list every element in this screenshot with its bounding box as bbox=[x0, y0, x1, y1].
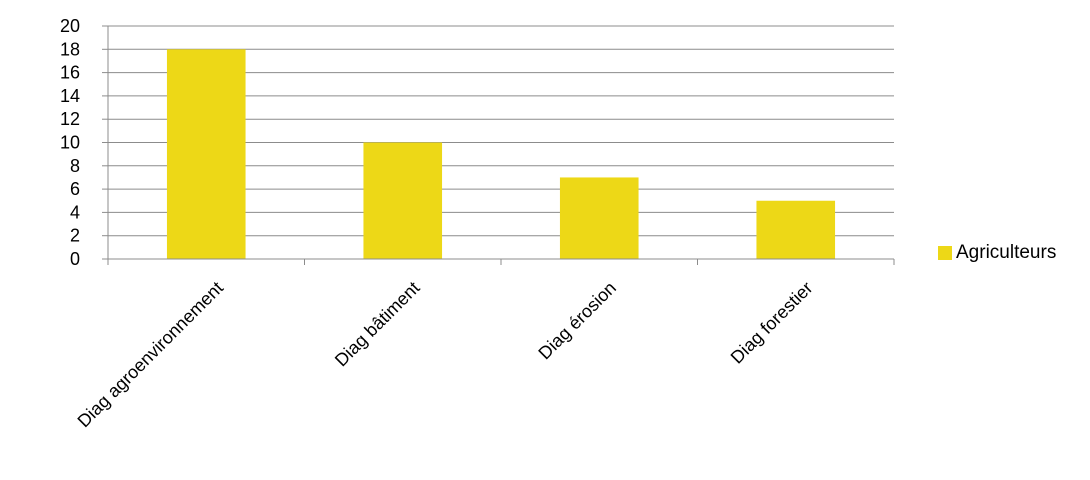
bar-3 bbox=[559, 177, 639, 259]
legend-label: Agriculteurs bbox=[956, 242, 1057, 263]
legend-swatch bbox=[938, 246, 952, 260]
y-tick-label: 2 bbox=[70, 226, 80, 246]
x-tick-label: Diag forestier bbox=[727, 278, 817, 368]
bar-2 bbox=[363, 142, 443, 259]
y-tick-label: 8 bbox=[70, 156, 80, 176]
x-tick-label: Diag agroenvironnement bbox=[74, 278, 228, 432]
y-tick-label: 18 bbox=[60, 39, 80, 59]
y-tick-label: 4 bbox=[70, 202, 80, 222]
bar-4 bbox=[756, 200, 836, 259]
y-tick-label: 12 bbox=[60, 109, 80, 129]
y-tick-label: 6 bbox=[70, 179, 80, 199]
bars bbox=[166, 49, 836, 259]
y-tick-label: 10 bbox=[60, 133, 80, 153]
y-tick-label: 20 bbox=[60, 16, 80, 36]
y-tick-labels: 0 2 4 6 8 10 12 14 16 18 20 bbox=[60, 16, 80, 269]
legend: Agriculteurs bbox=[938, 242, 1056, 264]
x-tick-label: Diag bâtiment bbox=[331, 278, 424, 371]
axes bbox=[102, 25, 895, 265]
y-tick-label: 14 bbox=[60, 86, 80, 106]
x-tick-labels: Diag agroenvironnement Diag bâtiment Diag … bbox=[74, 278, 817, 432]
bar-1 bbox=[166, 49, 246, 259]
y-tick-label: 16 bbox=[60, 63, 80, 83]
x-tick-label: Diag érosion bbox=[534, 278, 620, 364]
y-tick-label: 0 bbox=[70, 249, 80, 269]
